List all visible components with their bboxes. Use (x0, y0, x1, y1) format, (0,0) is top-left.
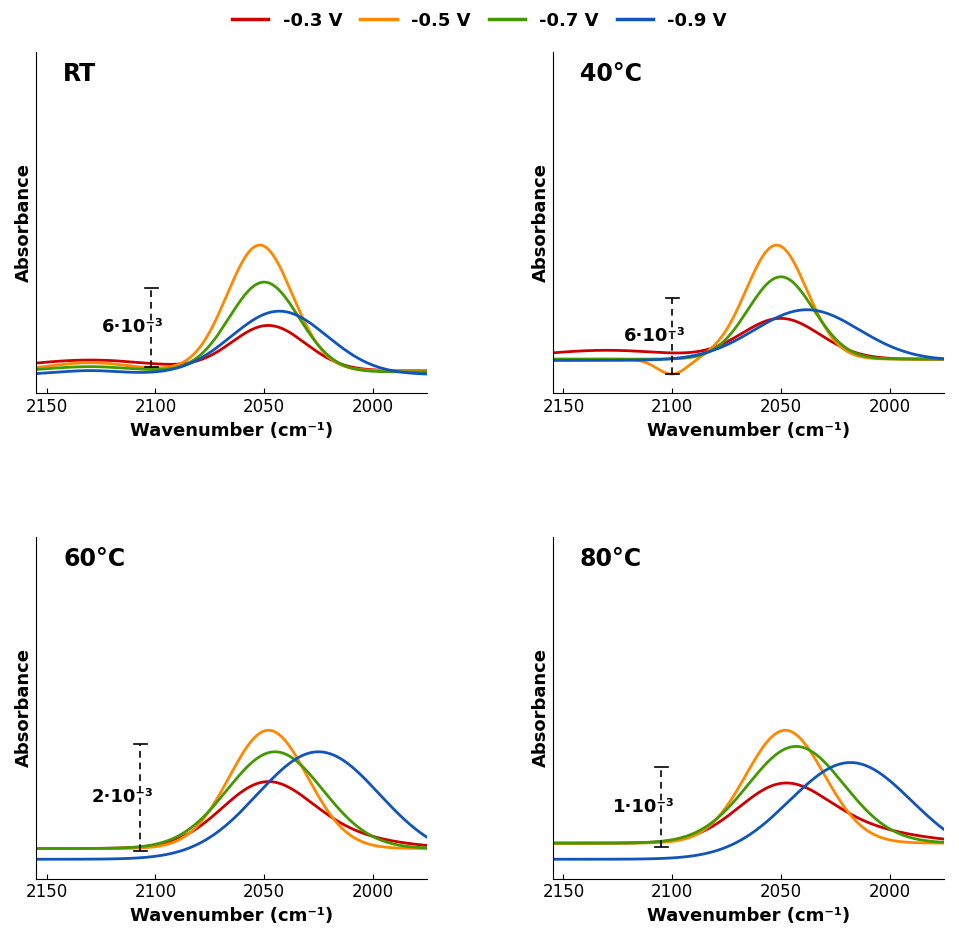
Text: 1·10⁻³: 1·10⁻³ (613, 798, 674, 816)
Text: 2·10⁻³: 2·10⁻³ (91, 789, 153, 807)
Text: 80°C: 80°C (580, 547, 643, 572)
Text: 40°C: 40°C (580, 62, 642, 86)
Text: 60°C: 60°C (63, 547, 126, 572)
Legend: -0.3 V, -0.5 V, -0.7 V, -0.9 V: -0.3 V, -0.5 V, -0.7 V, -0.9 V (225, 5, 734, 37)
X-axis label: Wavenumber (cm⁻¹): Wavenumber (cm⁻¹) (646, 907, 850, 925)
X-axis label: Wavenumber (cm⁻¹): Wavenumber (cm⁻¹) (130, 422, 333, 440)
X-axis label: Wavenumber (cm⁻¹): Wavenumber (cm⁻¹) (130, 907, 333, 925)
Y-axis label: Absorbance: Absorbance (15, 163, 33, 282)
X-axis label: Wavenumber (cm⁻¹): Wavenumber (cm⁻¹) (646, 422, 850, 440)
Text: 6·10⁻³: 6·10⁻³ (623, 327, 685, 345)
Y-axis label: Absorbance: Absorbance (531, 163, 550, 282)
Y-axis label: Absorbance: Absorbance (15, 649, 33, 767)
Y-axis label: Absorbance: Absorbance (531, 649, 550, 767)
Text: 6·10⁻³: 6·10⁻³ (103, 319, 164, 337)
Text: RT: RT (63, 62, 97, 86)
